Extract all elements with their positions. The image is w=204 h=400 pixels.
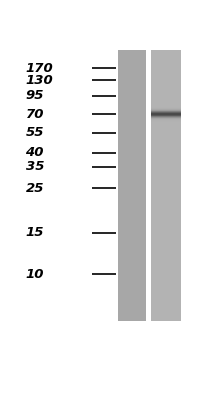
Text: 25: 25 bbox=[26, 182, 44, 195]
Text: 70: 70 bbox=[26, 108, 44, 121]
Bar bbox=[146, 50, 151, 320]
Text: 95: 95 bbox=[26, 89, 44, 102]
Text: 35: 35 bbox=[26, 160, 44, 173]
Bar bbox=[151, 50, 181, 320]
Text: 10: 10 bbox=[26, 268, 44, 281]
Text: 130: 130 bbox=[26, 74, 53, 87]
Text: 40: 40 bbox=[26, 146, 44, 159]
Text: 55: 55 bbox=[26, 126, 44, 139]
Text: 170: 170 bbox=[26, 62, 53, 74]
Bar bbox=[118, 50, 146, 320]
Text: 15: 15 bbox=[26, 226, 44, 239]
